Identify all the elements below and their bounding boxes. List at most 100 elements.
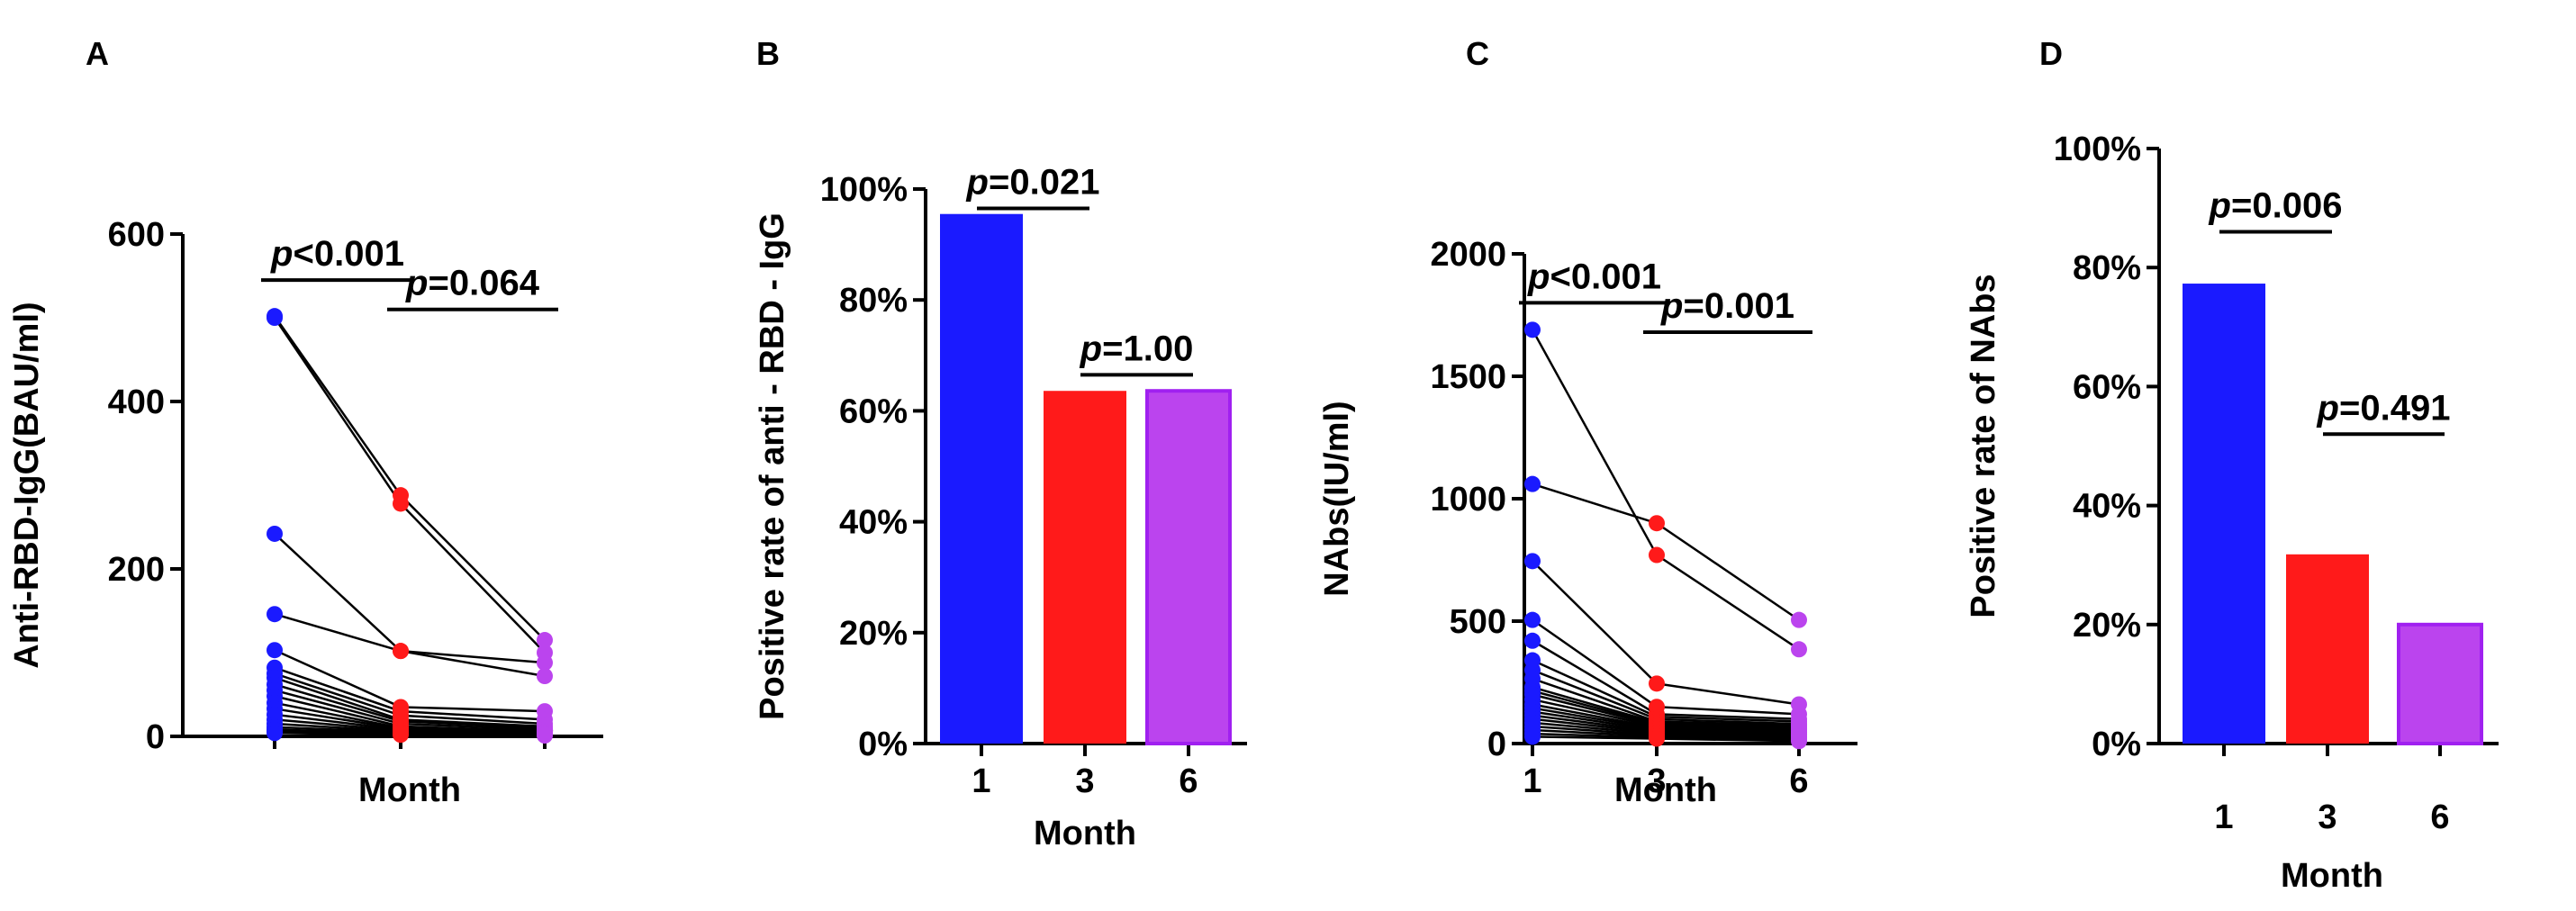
- y-tick-label: 80%: [839, 282, 908, 320]
- bar-month-6: [2397, 622, 2483, 745]
- data-point: [537, 654, 553, 672]
- x-tick-label: 3: [1647, 762, 1666, 800]
- x-tick-label: 1: [2214, 798, 2233, 836]
- y-tick-label: 1500: [1430, 358, 1506, 396]
- bar-month-6: [1145, 389, 1232, 745]
- x-axis-title: Month: [1614, 771, 1717, 809]
- bar-month-1: [940, 213, 1023, 744]
- data-point: [267, 310, 283, 326]
- p-value-label: p=0.491: [2317, 388, 2451, 428]
- subject-line: [273, 315, 546, 641]
- p-value-text: =0.491: [2339, 388, 2450, 428]
- data-point: [1524, 475, 1541, 492]
- subject-line: [273, 317, 546, 654]
- x-axis-title: Month: [1034, 815, 1136, 852]
- y-tick-label: 0: [1487, 726, 1506, 763]
- data-point: [1791, 733, 1807, 750]
- y-tick-label: 20%: [2073, 607, 2141, 645]
- bar-month-3: [2286, 554, 2369, 744]
- p-value-text: =0.021: [989, 163, 1099, 203]
- data-point: [393, 495, 409, 512]
- p-symbol: p: [966, 163, 989, 203]
- y-tick-label: 400: [108, 383, 165, 421]
- data-point: [1649, 730, 1665, 747]
- data-point: [393, 726, 409, 744]
- data-point: [537, 727, 553, 744]
- y-tick-label: 100%: [2054, 131, 2141, 168]
- p-symbol: p: [1080, 329, 1102, 368]
- panel-letter: B: [756, 35, 780, 72]
- p-value-text: =0.006: [2231, 186, 2342, 226]
- panel-letter: A: [86, 35, 109, 72]
- p-symbol: p: [405, 264, 428, 303]
- y-tick-label: 2000: [1430, 236, 1506, 274]
- data-point: [393, 643, 409, 660]
- p-value-text: =1.00: [1102, 329, 1193, 368]
- data-point: [267, 525, 283, 542]
- p-value-text: <0.001: [1550, 257, 1660, 296]
- data-point: [1649, 515, 1665, 532]
- x-tick-label: 1: [1523, 762, 1541, 800]
- y-tick-label: 200: [108, 551, 165, 589]
- x-tick-label: 6: [2430, 798, 2449, 836]
- data-point: [1524, 321, 1541, 338]
- y-axis-title: NAbs(IU/ml): [1318, 401, 1356, 596]
- y-tick-label: 60%: [839, 392, 908, 430]
- p-value-label: p=0.001: [1660, 286, 1794, 326]
- p-value-label: p=0.006: [2209, 186, 2343, 226]
- p-symbol: p: [270, 234, 293, 274]
- data-point: [1524, 611, 1541, 628]
- panel-letter: D: [2039, 35, 2063, 72]
- data-point: [537, 632, 553, 649]
- p-symbol: p: [2209, 186, 2231, 226]
- y-tick-label: 500: [1450, 603, 1506, 641]
- panel-a: A0200400600136MonthAnti-RBD-IgG(BAU/ml)p…: [8, 35, 603, 809]
- data-point: [267, 606, 283, 623]
- x-tick-label: 3: [1075, 762, 1094, 800]
- data-point: [1649, 675, 1665, 692]
- x-tick-label: 6: [1789, 762, 1808, 800]
- y-tick-label: 0%: [858, 726, 908, 763]
- panel-d: D 0% 20% 40% 60% 80% 100% 1 3 6 Month Positive rate…: [1965, 35, 2499, 895]
- y-tick-label: 20%: [839, 615, 908, 653]
- y-axis-title: Anti-RBD-IgG(BAU/ml): [8, 302, 46, 668]
- y-axis-title: Positive rate of anti - RBD - IgG: [754, 212, 791, 720]
- x-axis-title: Month: [358, 771, 461, 809]
- data-point: [1524, 728, 1541, 745]
- data-point: [1791, 641, 1807, 658]
- x-tick-label: 1: [972, 762, 990, 800]
- y-tick-label: 80%: [2073, 249, 2141, 287]
- data-point: [267, 642, 283, 659]
- subject-line: [274, 613, 546, 678]
- y-tick-label: 600: [108, 216, 165, 254]
- y-tick-label: 40%: [839, 504, 908, 542]
- p-value-label: p=0.021: [966, 163, 1100, 203]
- data-point: [537, 668, 553, 685]
- data-point: [1524, 553, 1541, 570]
- p-symbol: p: [1527, 257, 1550, 296]
- p-value-label: p<0.001: [270, 234, 404, 274]
- x-tick-label: 3: [2318, 798, 2336, 836]
- data-point: [1524, 632, 1541, 649]
- y-tick-label: 0%: [2092, 726, 2141, 763]
- p-value-text: =0.064: [428, 264, 539, 303]
- y-tick-label: 60%: [2073, 368, 2141, 406]
- data-point: [267, 725, 283, 742]
- subject-line: [1532, 560, 1800, 706]
- p-value-text: <0.001: [293, 234, 403, 274]
- y-tick-label: 0: [146, 718, 165, 756]
- panel-letter: C: [1466, 35, 1489, 72]
- subject-line: [1532, 618, 1800, 716]
- p-value-label: p<0.001: [1527, 257, 1661, 296]
- p-value-text: =0.001: [1683, 286, 1794, 326]
- bar-month-3: [1044, 391, 1126, 744]
- panel-c: C 0 500 1000 1500 2000 1 3 6 Month NAbs(IU/ml) p<0.…: [1318, 35, 1857, 809]
- x-axis-title: Month: [2281, 857, 2383, 895]
- y-tick-label: 100%: [820, 171, 908, 209]
- p-symbol: p: [2317, 388, 2339, 428]
- y-axis-title: Positive rate of NAbs: [1965, 274, 2002, 618]
- p-symbol: p: [1660, 286, 1683, 326]
- y-tick-label: 1000: [1430, 481, 1506, 519]
- p-value-label: p=1.00: [1080, 329, 1194, 368]
